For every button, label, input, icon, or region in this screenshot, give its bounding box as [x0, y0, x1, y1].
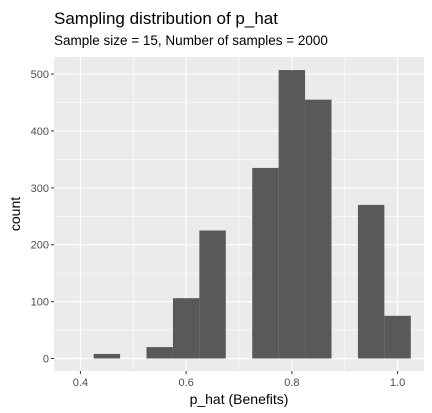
minor-gridlines — [54, 57, 424, 371]
histogram-bar — [384, 315, 411, 359]
y-tick-label: 200 — [31, 240, 49, 252]
y-tick-label: 500 — [31, 69, 49, 81]
histogram-bar — [305, 99, 332, 359]
histogram-bar — [278, 70, 306, 359]
y-tick-label: 300 — [31, 183, 49, 195]
x-axis-label: p_hat (Benefits) — [190, 391, 289, 407]
histogram-bar — [357, 204, 385, 359]
y-axis-ticks: 0 100 200 300 400 500 — [31, 69, 54, 365]
y-tick-label: 100 — [31, 297, 49, 309]
histogram-bars — [93, 70, 411, 359]
y-axis-label: count — [7, 197, 23, 231]
histogram-bar — [93, 353, 121, 359]
y-tick-label: 400 — [31, 126, 49, 138]
chart-subtitle: Sample size = 15, Number of samples = 20… — [54, 33, 328, 48]
chart-title: Sampling distribution of p_hat — [54, 9, 278, 28]
histogram-bar — [172, 298, 200, 359]
histogram-bar — [146, 347, 173, 359]
histogram-bar — [252, 167, 279, 359]
x-tick-label: 0.4 — [73, 377, 88, 389]
x-tick-label: 0.6 — [178, 377, 193, 389]
histogram-bar — [199, 230, 226, 359]
x-tick-label: 1.0 — [390, 377, 405, 389]
x-axis-ticks: 0.4 0.6 0.8 1.0 — [73, 371, 405, 389]
y-tick-label: 0 — [43, 353, 49, 365]
x-tick-label: 0.8 — [284, 377, 299, 389]
